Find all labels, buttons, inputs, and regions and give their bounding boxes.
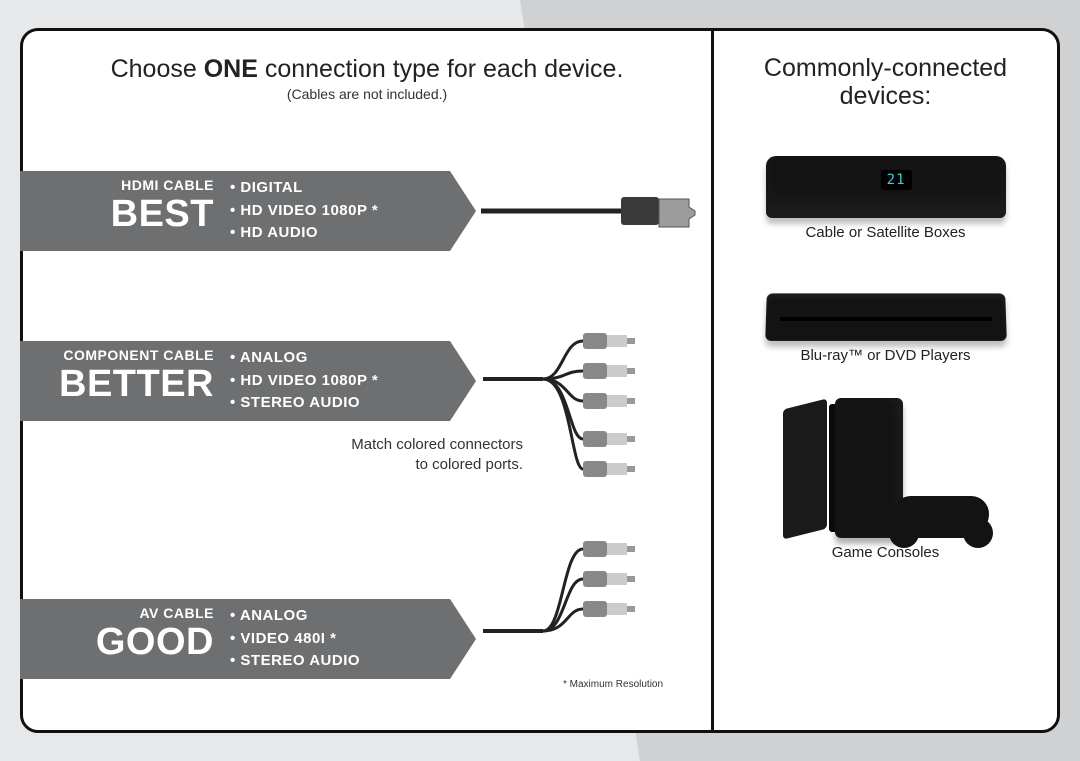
cable-name: AV CABLE bbox=[20, 605, 214, 621]
cable-name: HDMI CABLE bbox=[20, 177, 214, 193]
hdmi-connector-icon bbox=[481, 197, 695, 227]
feature: • ANALOG bbox=[230, 605, 360, 628]
subtitle: (Cables are not included.) bbox=[23, 86, 711, 102]
feature: • HD VIDEO 1080P * bbox=[230, 200, 378, 223]
device-label: Cable or Satellite Boxes bbox=[732, 224, 1039, 241]
feature: • STEREO AUDIO bbox=[230, 650, 360, 673]
feature-list: • ANALOG • VIDEO 480I * • STEREO AUDIO bbox=[220, 599, 360, 679]
footnote: * Maximum Resolution bbox=[563, 679, 663, 690]
title-suffix: connection type for each device. bbox=[258, 55, 624, 83]
badge-good: AV CABLE GOOD • ANALOG • VIDEO 480I * • … bbox=[20, 599, 450, 679]
bluray-icon bbox=[765, 293, 1007, 341]
rating-label: BEST bbox=[20, 195, 214, 233]
cable-name: COMPONENT CABLE bbox=[20, 347, 214, 363]
right-panel: Commonly-connected devices: Cable or Sat… bbox=[711, 31, 1057, 730]
main-title: Choose ONE connection type for each devi… bbox=[23, 55, 711, 84]
title-bold: ONE bbox=[204, 55, 258, 83]
device-label: Game Consoles bbox=[732, 544, 1039, 561]
badge-better: COMPONENT CABLE BETTER • ANALOG • HD VID… bbox=[20, 341, 450, 421]
av-connectors-icon bbox=[483, 541, 635, 631]
device-label: Blu-ray™ or DVD Players bbox=[732, 347, 1039, 364]
badge-best: HDMI CABLE BEST • DIGITAL • HD VIDEO 108… bbox=[20, 171, 450, 251]
feature: • HD AUDIO bbox=[230, 222, 378, 245]
feature: • VIDEO 480I * bbox=[230, 628, 360, 651]
page-frame: Choose ONE connection type for each devi… bbox=[20, 28, 1060, 733]
rating-label: BETTER bbox=[20, 365, 214, 403]
feature-list: • ANALOG • HD VIDEO 1080P * • STEREO AUD… bbox=[220, 341, 378, 421]
title-prefix: Choose bbox=[111, 55, 204, 83]
right-title: Commonly-connected devices: bbox=[732, 55, 1039, 110]
game-console-icon bbox=[732, 388, 1039, 538]
feature: • ANALOG bbox=[230, 347, 378, 370]
feature: • HD VIDEO 1080P * bbox=[230, 370, 378, 393]
cable-box-icon bbox=[766, 156, 1006, 218]
feature-list: • DIGITAL • HD VIDEO 1080P * • HD AUDIO bbox=[220, 171, 378, 251]
left-panel: Choose ONE connection type for each devi… bbox=[23, 31, 711, 730]
match-note: Match colored connectors to colored port… bbox=[283, 435, 523, 474]
rating-label: GOOD bbox=[20, 623, 214, 661]
feature: • STEREO AUDIO bbox=[230, 392, 378, 415]
feature: • DIGITAL bbox=[230, 177, 378, 200]
